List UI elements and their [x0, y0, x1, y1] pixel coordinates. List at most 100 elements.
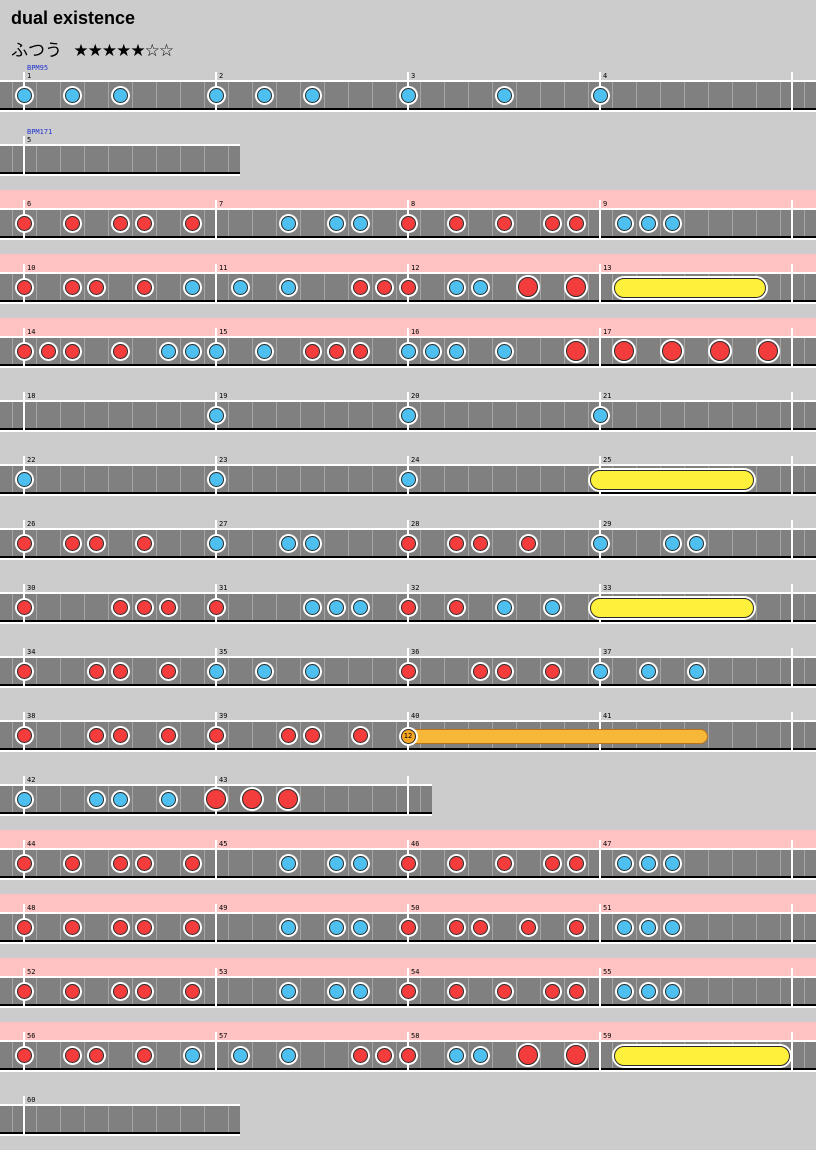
beat-line	[588, 594, 589, 620]
beat-line	[540, 210, 541, 236]
beat-line	[180, 1106, 181, 1132]
beat-line	[396, 914, 397, 940]
beat-line	[636, 914, 637, 940]
beat-line	[276, 850, 277, 876]
bar-number: 10	[27, 264, 36, 272]
beat-line	[612, 658, 613, 684]
ka-note	[112, 87, 128, 103]
bar-number: 7	[219, 200, 224, 208]
lane-edge	[0, 366, 816, 368]
chart-row: 14 15 16 17	[0, 318, 816, 382]
bpm-label: BPM95	[27, 64, 49, 72]
bar-line	[791, 520, 793, 560]
don-note	[352, 343, 368, 359]
beat-line	[588, 82, 589, 108]
beat-line	[180, 850, 181, 876]
don-note	[184, 855, 200, 871]
don-note	[496, 215, 512, 231]
bar-number: 23	[219, 456, 228, 464]
beat-line	[492, 402, 493, 428]
don-note	[472, 535, 488, 551]
don-note	[112, 983, 128, 999]
beat-line	[108, 722, 109, 748]
beat-line	[36, 658, 37, 684]
ka-note	[688, 535, 704, 551]
ka-note	[592, 87, 608, 103]
beat-line	[468, 210, 469, 236]
beat-line	[804, 594, 805, 620]
don-big-note	[662, 341, 682, 361]
beat-line	[636, 978, 637, 1004]
chart-row: 22 23 24 25	[0, 446, 816, 510]
beat-line	[444, 530, 445, 556]
lane-edge	[0, 942, 816, 944]
don-note	[448, 919, 464, 935]
gogo-band	[0, 958, 816, 976]
course-label: ふつう	[11, 41, 62, 61]
beat-line	[156, 722, 157, 748]
gogo-band	[0, 318, 816, 336]
beat-line	[804, 274, 805, 300]
lane-edge	[0, 976, 816, 978]
ka-note	[280, 215, 296, 231]
beat-line	[12, 594, 13, 620]
beat-line	[372, 1042, 373, 1068]
don-note	[16, 599, 32, 615]
beat-line	[540, 1042, 541, 1068]
beat-line	[156, 402, 157, 428]
beat-line	[684, 658, 685, 684]
beat-line	[252, 530, 253, 556]
don-big-note	[566, 1045, 586, 1065]
beat-line	[300, 594, 301, 620]
beat-line	[564, 338, 565, 364]
beat-line	[468, 274, 469, 300]
don-note	[136, 279, 152, 295]
ka-note	[160, 343, 176, 359]
ka-note	[256, 343, 272, 359]
beat-line	[132, 914, 133, 940]
bar-number: 44	[27, 840, 36, 848]
beat-line	[732, 722, 733, 748]
beat-line	[12, 338, 13, 364]
beat-line	[84, 786, 85, 812]
beat-line	[588, 978, 589, 1004]
chart-row: 30 31 32 33	[0, 574, 816, 638]
don-note	[112, 663, 128, 679]
bar-number: 43	[219, 776, 228, 784]
beat-line	[300, 274, 301, 300]
bar-number: 26	[27, 520, 36, 528]
beat-line	[564, 594, 565, 620]
ka-note	[640, 215, 656, 231]
don-note	[496, 983, 512, 999]
beat-line	[372, 210, 373, 236]
beat-line	[636, 210, 637, 236]
ka-note	[592, 663, 608, 679]
beat-line	[780, 594, 781, 620]
beat-line	[444, 1042, 445, 1068]
beat-line	[492, 658, 493, 684]
gogo-band	[0, 830, 816, 848]
beat-line	[396, 722, 397, 748]
bar-number: 21	[603, 392, 612, 400]
balloon-tail	[408, 729, 708, 744]
don-note	[400, 663, 416, 679]
beat-line	[396, 210, 397, 236]
beat-line	[156, 594, 157, 620]
bar-number: 54	[411, 968, 420, 976]
don-note	[16, 215, 32, 231]
beat-line	[132, 1042, 133, 1068]
beat-line	[84, 338, 85, 364]
beat-line	[444, 274, 445, 300]
beat-line	[372, 338, 373, 364]
don-note	[136, 215, 152, 231]
don-note	[88, 727, 104, 743]
don-note	[352, 727, 368, 743]
beat-line	[156, 210, 157, 236]
beat-line	[228, 658, 229, 684]
beat-line	[132, 274, 133, 300]
beat-line	[780, 466, 781, 492]
don-note	[160, 599, 176, 615]
beat-line	[252, 338, 253, 364]
beat-line	[276, 82, 277, 108]
beat-line	[204, 82, 205, 108]
